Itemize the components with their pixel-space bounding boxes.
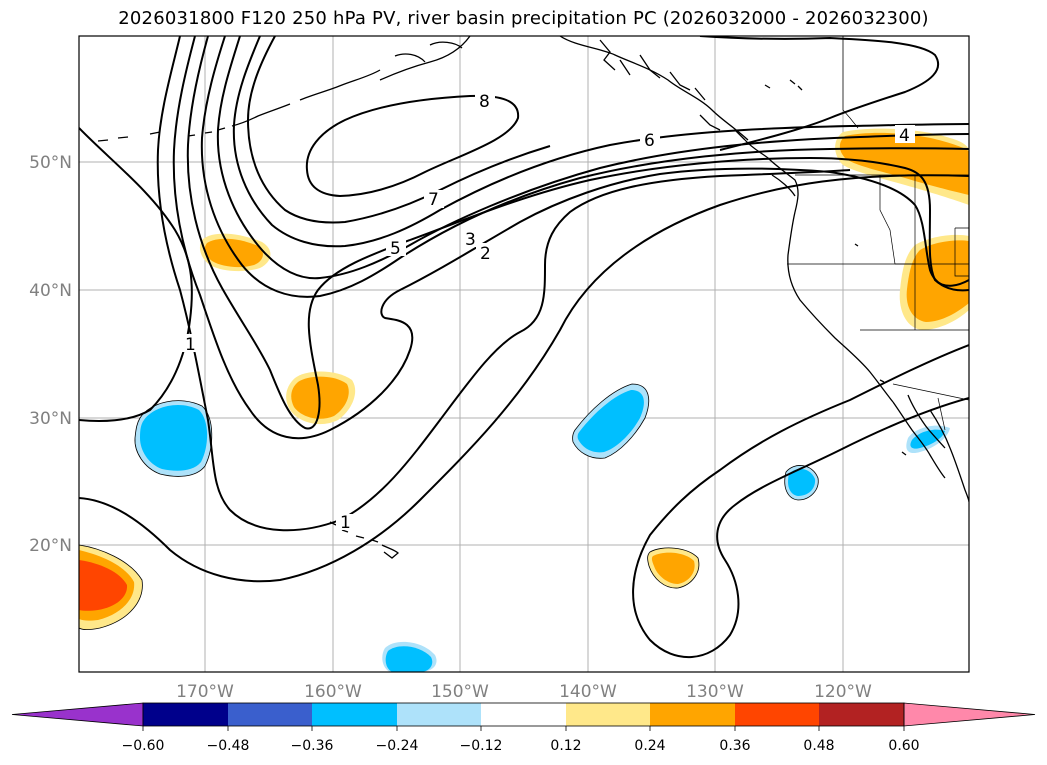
pv-contour-labels: 8 7 6 5 4 3 2 1 1 xyxy=(181,91,915,533)
map-area: 8 7 6 5 4 3 2 1 1 xyxy=(79,36,969,672)
lon-label-140w: 140°W xyxy=(559,682,617,702)
colorbar-bin xyxy=(650,703,735,726)
contour-label-5: 5 xyxy=(390,239,401,259)
contour-label-4: 4 xyxy=(899,126,910,146)
contour-label-1: 1 xyxy=(185,335,196,355)
colorbar-bin xyxy=(819,703,904,726)
map-title: 2026031800 F120 250 hPa PV, river basin … xyxy=(118,8,929,29)
colorbar-tick: 0.48 xyxy=(803,738,834,754)
lon-label-150w: 150°W xyxy=(431,682,489,702)
contour-label-7: 7 xyxy=(428,190,439,210)
colorbar-bin xyxy=(735,703,819,726)
pv-contour-3 xyxy=(186,36,969,430)
lat-label-50n: 50°N xyxy=(29,153,72,173)
lon-label-170w: 170°W xyxy=(176,682,234,702)
graticule xyxy=(79,36,969,672)
colorbar: −0.60 −0.48 −0.36 −0.24 −0.12 0.12 0.24 … xyxy=(11,702,1036,754)
contour-label-8: 8 xyxy=(479,92,490,112)
pv-contour-1 xyxy=(156,36,851,532)
longitude-labels: 170°W 160°W 150°W 140°W 130°W 120°W xyxy=(176,682,872,702)
colorbar-extend-low xyxy=(11,702,144,727)
pv-contour-7 xyxy=(246,36,551,224)
lon-label-130w: 130°W xyxy=(686,682,744,702)
colorbar-bin xyxy=(566,703,650,726)
pv-contour-5 xyxy=(216,36,969,280)
contour-label-6: 6 xyxy=(644,131,655,151)
colorbar-tick: 0.60 xyxy=(888,738,919,754)
lat-label-20n: 20°N xyxy=(29,536,72,556)
pv-contour-6 xyxy=(232,36,969,248)
precip-outlines xyxy=(79,383,819,630)
contour-label-3: 3 xyxy=(465,230,476,250)
colorbar-tick: −0.36 xyxy=(291,738,334,754)
contour-label-2: 2 xyxy=(480,244,491,264)
colorbar-tick: −0.60 xyxy=(122,738,165,754)
latitude-labels: 50°N 40°N 30°N 20°N xyxy=(29,153,72,556)
colorbar-tick: 0.12 xyxy=(550,738,581,754)
map-frame xyxy=(78,35,970,673)
colorbar-tick: 0.36 xyxy=(719,738,750,754)
pv-contour-4 xyxy=(200,36,969,298)
lat-label-30n: 30°N xyxy=(29,409,72,429)
political-borders xyxy=(787,36,969,431)
colorbar-tick: −0.24 xyxy=(376,738,419,754)
pv-contour-8 xyxy=(305,94,520,198)
lon-label-120w: 120°W xyxy=(814,682,872,702)
colorbar-bin xyxy=(143,703,228,726)
colorbar-tick: −0.12 xyxy=(460,738,503,754)
colorbar-bin xyxy=(481,703,566,726)
pv-contours xyxy=(79,36,969,659)
colorbar-bin xyxy=(312,703,397,726)
colorbar-bin xyxy=(228,703,312,726)
colorbar-bin xyxy=(397,703,481,726)
colorbar-tick: −0.48 xyxy=(207,738,250,754)
colorbar-tick: 0.24 xyxy=(634,738,665,754)
colorbar-extend-high xyxy=(903,702,1036,727)
lat-label-40n: 40°N xyxy=(29,281,72,301)
pv-contour-2 xyxy=(172,36,969,440)
contour-label-1-south: 1 xyxy=(340,513,351,533)
lon-label-160w: 160°W xyxy=(304,682,362,702)
